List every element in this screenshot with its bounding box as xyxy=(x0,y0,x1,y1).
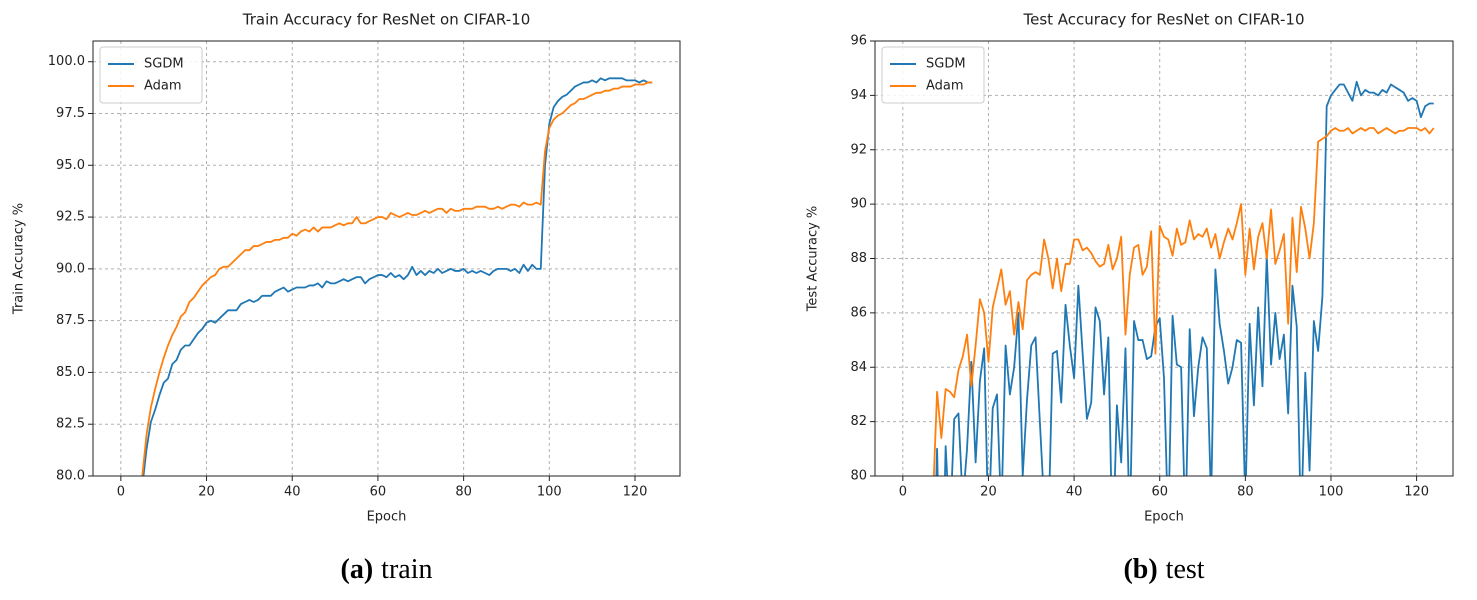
chart-title: Test Accuracy for ResNet on CIFAR-10 xyxy=(1022,11,1304,29)
legend-box xyxy=(99,46,203,104)
x-tick-label: 20 xyxy=(198,485,215,500)
y-tick-label: 97.5 xyxy=(56,106,85,121)
legend-label: Adam xyxy=(926,79,964,94)
y-tick-label: 92.5 xyxy=(56,210,85,225)
series-line xyxy=(141,81,653,476)
y-tick-label: 84 xyxy=(850,360,867,375)
x-tick-label: 0 xyxy=(899,485,907,500)
chart-panel: Test Accuracy for ResNet on CIFAR-10 0 20 4… xyxy=(806,11,1454,585)
y-tick-label: 80.0 xyxy=(56,469,85,484)
plot-area xyxy=(932,80,1435,476)
y-tick-label: 87.5 xyxy=(56,313,85,328)
series-line xyxy=(142,77,653,476)
x-tick-label: 0 xyxy=(117,485,125,500)
x-tick-label: 60 xyxy=(370,485,387,500)
y-tick-label: 80 xyxy=(850,469,867,484)
y-tick-label: 94 xyxy=(850,88,867,103)
y-tick-label: 95.0 xyxy=(56,158,85,173)
legend-box xyxy=(881,46,985,104)
chart-title: Train Accuracy for ResNet on CIFAR-10 xyxy=(242,11,530,29)
chart-panel: Train Accuracy for ResNet on CIFAR-10 0 20… xyxy=(12,11,681,585)
y-tick-label: 96 xyxy=(850,34,867,49)
x-tick-label: 40 xyxy=(284,485,301,500)
x-tick-label: 120 xyxy=(1404,485,1429,500)
caption-label: (a) xyxy=(341,554,374,585)
x-tick-label: 20 xyxy=(980,485,997,500)
caption-text: train xyxy=(381,554,432,585)
x-tick-label: 100 xyxy=(1319,485,1344,500)
y-tick-label: 100.0 xyxy=(48,54,85,69)
x-axis-label: Epoch xyxy=(1144,510,1184,525)
legend-label: Adam xyxy=(144,79,182,94)
y-tick-label: 82.5 xyxy=(56,417,85,432)
y-tick-label: 92 xyxy=(850,142,867,157)
x-tick-label: 100 xyxy=(537,485,562,500)
y-tick-label: 90 xyxy=(850,197,867,212)
caption-text: test xyxy=(1166,554,1205,585)
caption: (b) test xyxy=(1123,554,1204,585)
x-tick-label: 80 xyxy=(455,485,472,500)
series-line xyxy=(935,80,1434,476)
x-tick-label: 120 xyxy=(623,485,648,500)
x-axis-label: Epoch xyxy=(367,510,407,525)
caption: (a) train xyxy=(341,554,433,585)
x-tick-label: 40 xyxy=(1066,485,1083,500)
legend-label: SGDM xyxy=(144,57,184,72)
axes-frame xyxy=(874,40,1454,477)
y-axis-label: Test Accuracy % xyxy=(806,206,821,313)
plot-area xyxy=(141,77,653,476)
series-line xyxy=(932,127,1435,476)
y-tick-label: 85.0 xyxy=(56,365,85,380)
caption-label: (b) xyxy=(1123,554,1157,585)
legend-label: SGDM xyxy=(926,57,966,72)
y-tick-label: 88 xyxy=(850,251,867,266)
y-tick-label: 82 xyxy=(850,414,867,429)
y-axis-label: Train Accuracy % xyxy=(12,203,27,315)
x-tick-label: 80 xyxy=(1237,485,1254,500)
x-tick-label: 60 xyxy=(1151,485,1168,500)
y-tick-label: 86 xyxy=(850,305,867,320)
y-tick-label: 90.0 xyxy=(56,261,85,276)
axes-frame xyxy=(92,40,681,477)
